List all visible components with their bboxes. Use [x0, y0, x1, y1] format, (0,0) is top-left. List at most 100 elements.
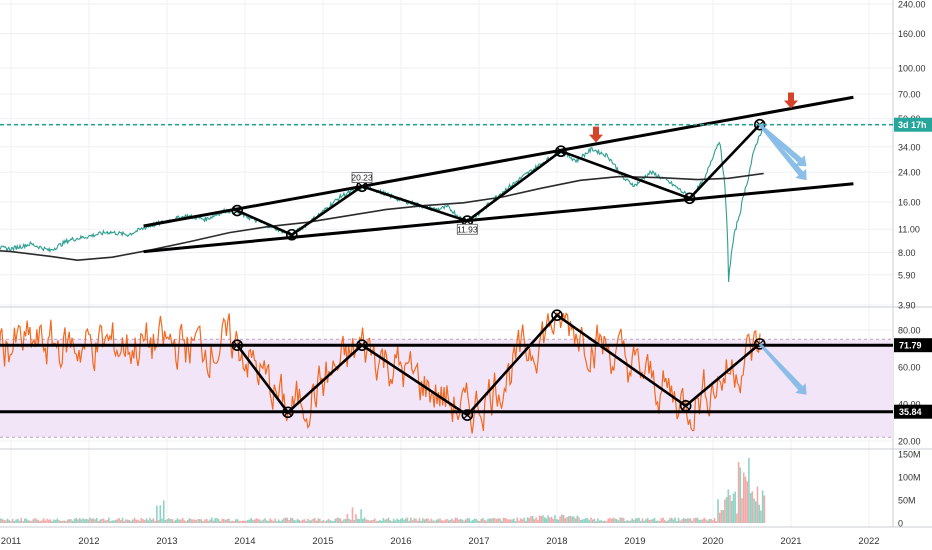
- current-price-tag-label: 3d 17h: [898, 120, 927, 130]
- volume-bar: [193, 519, 196, 523]
- volume-bar: [118, 518, 120, 523]
- volume-bar: [567, 516, 570, 523]
- volume-bar: [265, 520, 268, 523]
- volume-bar: [41, 520, 43, 523]
- volume-bar: [664, 520, 666, 523]
- volume-bar: [483, 520, 486, 523]
- volume-bar: [386, 518, 388, 523]
- volume-bar: [547, 515, 549, 523]
- volume-bar: [463, 520, 465, 523]
- volume-bar: [247, 520, 249, 523]
- volume-bar: [150, 519, 153, 523]
- volume-bar: [39, 520, 41, 523]
- volume-bar: [329, 520, 331, 523]
- volume-bar: [130, 520, 132, 523]
- rsi-pivot-marker: [231, 339, 243, 351]
- volume-bar: [51, 521, 54, 523]
- volume-bar: [406, 517, 409, 523]
- volume-bar: [343, 519, 345, 523]
- volume-bar: [56, 518, 59, 523]
- price-annotation-label: 11.93: [457, 224, 478, 234]
- projection-arrow-icon: [758, 123, 807, 167]
- volume-bar: [35, 519, 38, 523]
- volume-bar: [339, 518, 342, 523]
- volume-bar: [440, 520, 443, 523]
- volume-bar: [53, 519, 55, 523]
- rsi-level-tag: [894, 338, 932, 353]
- volume-bar: [598, 520, 601, 523]
- volume-bar: [428, 520, 431, 523]
- volume-bar: [487, 518, 489, 523]
- volume-bar: [621, 517, 623, 523]
- volume-bar: [313, 518, 316, 523]
- volume-bar: [319, 518, 321, 523]
- volume-bar: [68, 519, 71, 523]
- price-tick-label: 3.90: [898, 301, 916, 311]
- volume-bar: [550, 516, 553, 523]
- volume-bar: [573, 516, 575, 523]
- volume-bar: [144, 519, 146, 523]
- volume-bar: [579, 519, 582, 523]
- volume-bar: [240, 520, 242, 523]
- volume-bar: [308, 520, 311, 523]
- volume-bar: [272, 521, 275, 523]
- volume-bar: [698, 519, 700, 523]
- volume-bar: [585, 518, 587, 523]
- volume-bar: [430, 518, 433, 523]
- volume-bar: [488, 518, 491, 523]
- volume-bar: [595, 521, 597, 523]
- volume-bar: [358, 519, 361, 523]
- volume-bar: [746, 481, 748, 523]
- volume-bar: [59, 520, 62, 523]
- volume-bar: [559, 516, 561, 523]
- volume-bar: [44, 520, 47, 523]
- volume-bar: [137, 519, 139, 523]
- volume-bar: [715, 521, 718, 523]
- volume-bar: [392, 518, 395, 523]
- volume-bar: [535, 517, 537, 523]
- volume-bar: [396, 518, 398, 523]
- rsi-pivot-marker: [356, 339, 368, 351]
- volume-bar: [113, 520, 115, 523]
- price-tick-label: 240.00: [898, 0, 926, 10]
- volume-bar: [566, 517, 568, 523]
- volume-bar: [186, 519, 189, 523]
- volume-bar: [116, 518, 119, 523]
- volume-bar: [159, 505, 162, 523]
- volume-bar: [123, 520, 126, 523]
- pivot-marker-cross: [358, 182, 366, 190]
- volume-bar: [120, 519, 122, 523]
- volume-bar: [732, 493, 735, 523]
- volume-bar: [418, 518, 421, 523]
- volume-bar: [718, 512, 721, 523]
- volume-bar: [729, 495, 731, 523]
- volume-bar: [221, 518, 223, 523]
- volume-bar: [538, 515, 541, 523]
- volume-bar: [121, 517, 124, 523]
- rsi-level-tag-label: 35.84: [899, 407, 922, 417]
- volume-bar: [627, 520, 630, 523]
- volume-bar: [286, 517, 289, 523]
- volume-bar: [185, 520, 187, 523]
- volume-bar: [58, 520, 60, 523]
- volume-tick-label: 50M: [898, 496, 916, 506]
- volume-bar: [260, 520, 263, 523]
- volume-bar: [509, 519, 512, 523]
- price-tick-label: 16.00: [898, 197, 921, 207]
- volume-bar: [325, 520, 328, 523]
- volume-bar: [597, 518, 599, 523]
- volume-bar: [753, 498, 755, 523]
- volume-bar: [157, 520, 160, 523]
- volume-bar: [65, 521, 67, 523]
- volume-bar: [724, 499, 726, 523]
- volume-bar: [109, 521, 112, 523]
- volume-bar: [125, 519, 127, 523]
- volume-bar: [657, 520, 659, 523]
- volume-bar: [504, 518, 507, 523]
- volume-tick-label: 150M: [898, 450, 921, 460]
- rsi-pivot-marker: [753, 338, 766, 350]
- volume-bar: [591, 519, 594, 523]
- volume-bar: [480, 519, 483, 523]
- volume-bar: [741, 498, 743, 523]
